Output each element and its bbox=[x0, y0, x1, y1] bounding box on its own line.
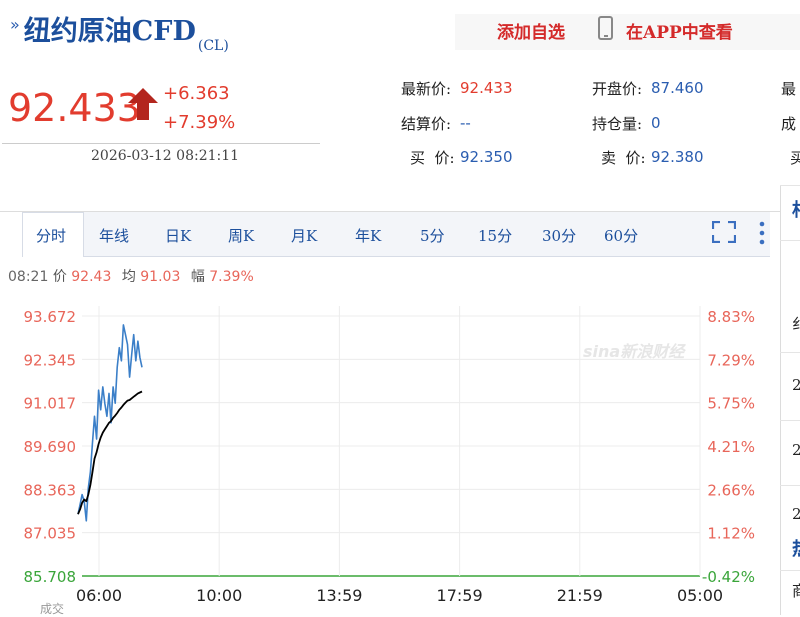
side-divider bbox=[780, 185, 800, 187]
y-tick-label-right: 4.21% bbox=[707, 438, 755, 456]
info-price-label: 价 bbox=[52, 269, 67, 285]
intraday-chart[interactable]: 93.672 8.83% 92.345 7.29% 91.017 5.75% 89.690 4… bbox=[0, 300, 780, 607]
price-change: +6.363 bbox=[163, 83, 230, 104]
y-tick-label-right: 2.66% bbox=[707, 481, 755, 499]
side-panel-item[interactable]: 2 bbox=[792, 441, 800, 459]
x-tick-label: 17:59 bbox=[437, 586, 483, 605]
bottom-cut-text: 成交 bbox=[40, 602, 65, 616]
y-tick-label-left: 89.690 bbox=[24, 438, 77, 456]
tab-15min[interactable]: 15分 bbox=[478, 227, 513, 245]
settle-price-value: -- bbox=[460, 114, 471, 132]
active-tab-highlight bbox=[22, 212, 84, 257]
bid-value: 92.350 bbox=[460, 148, 513, 166]
crosshair-info: 08:21 价 92.43 均 91.03 幅 7.39% bbox=[8, 266, 260, 286]
side-panel-item[interactable]: 2 bbox=[792, 505, 800, 523]
y-tick-label-left: 91.017 bbox=[24, 395, 77, 413]
bid-label: 买 价: bbox=[410, 149, 455, 167]
y-tick-label-right: 7.29% bbox=[707, 351, 755, 369]
high-price-label: 最 bbox=[781, 80, 797, 98]
side-panel-heading: 相 bbox=[792, 196, 800, 222]
tab-30min[interactable]: 30分 bbox=[542, 227, 577, 245]
ask-label: 卖 价: bbox=[601, 149, 646, 167]
fullscreen-icon[interactable] bbox=[712, 221, 736, 243]
side-divider bbox=[780, 240, 800, 242]
y-tick-label-left: 87.035 bbox=[24, 525, 77, 543]
arrow-up-icon bbox=[128, 88, 158, 120]
tab-yearly-k[interactable]: 年K bbox=[355, 227, 382, 245]
side-divider bbox=[780, 420, 800, 422]
instrument-title: » 纽约原油CFD (CL) bbox=[10, 8, 229, 54]
price-change-percent: +7.39% bbox=[163, 112, 236, 133]
tab-60min[interactable]: 60分 bbox=[604, 227, 639, 245]
bid-volume-label: 买 bbox=[790, 149, 800, 167]
x-tick-label: 05:00 bbox=[677, 586, 723, 605]
open-price-value: 87.460 bbox=[651, 79, 704, 97]
side-panel-heading: 热 bbox=[792, 535, 800, 561]
latest-price-value: 92.433 bbox=[460, 79, 513, 97]
side-panel-item[interactable]: 商 bbox=[792, 582, 800, 600]
tab-monthly-k[interactable]: 月K bbox=[291, 227, 318, 245]
open-interest-value: 0 bbox=[651, 114, 661, 132]
watermark-logo: sina新浪财经 bbox=[583, 342, 686, 361]
action-bar bbox=[455, 14, 800, 50]
side-divider bbox=[780, 570, 800, 572]
x-tick-label: 10:00 bbox=[196, 586, 242, 605]
side-divider bbox=[780, 352, 800, 354]
info-time: 08:21 bbox=[8, 269, 49, 285]
tab-weekly-k[interactable]: 周K bbox=[228, 227, 255, 245]
side-panel-item[interactable]: 2 bbox=[792, 376, 800, 394]
more-options-icon[interactable] bbox=[757, 220, 767, 246]
average-series-line bbox=[77, 390, 143, 515]
open-interest-label: 持仓量: bbox=[592, 115, 643, 133]
ask-value: 92.380 bbox=[651, 148, 704, 166]
phone-icon[interactable] bbox=[598, 16, 613, 40]
info-price-value: 92.43 bbox=[71, 269, 112, 285]
last-price: 92.433 bbox=[8, 86, 141, 130]
y-tick-label-left: 93.672 bbox=[24, 308, 77, 326]
latest-price-label: 最新价: bbox=[401, 80, 452, 98]
info-amp-label: 幅 bbox=[190, 269, 205, 285]
price-series-line bbox=[77, 324, 143, 522]
chart-panel bbox=[0, 211, 780, 612]
open-in-app-link[interactable]: 在APP中查看 bbox=[626, 23, 733, 43]
double-chevron-icon: » bbox=[10, 15, 20, 34]
tab-5min[interactable]: 5分 bbox=[420, 227, 445, 245]
open-price-label: 开盘价: bbox=[592, 80, 643, 98]
instrument-name: 纽约原油CFD bbox=[23, 16, 196, 47]
y-tick-label-right: 1.12% bbox=[707, 525, 755, 543]
period-tab-bar bbox=[22, 212, 770, 257]
add-to-watchlist-button[interactable]: 添加自选 bbox=[497, 23, 565, 43]
info-avg-label: 均 bbox=[121, 269, 136, 285]
y-tick-label-right: 5.75% bbox=[707, 395, 755, 413]
y-tick-label-left: 88.363 bbox=[24, 481, 77, 499]
x-tick-label: 06:00 bbox=[76, 586, 122, 605]
side-divider bbox=[780, 485, 800, 487]
settle-price-label: 结算价: bbox=[401, 115, 452, 133]
y-tick-label-left: 85.708 bbox=[24, 568, 77, 586]
quote-timestamp: 2026-03-12 08:21:11 bbox=[91, 148, 240, 164]
y-tick-label-left: 92.345 bbox=[24, 351, 77, 369]
info-amp-value: 7.39% bbox=[209, 269, 254, 285]
y-tick-label-right: 8.83% bbox=[707, 308, 755, 326]
y-tick-label-right: -0.42% bbox=[702, 568, 755, 586]
side-panel bbox=[780, 185, 800, 615]
divider bbox=[2, 143, 320, 144]
tab-year-line[interactable]: 年线 bbox=[99, 227, 130, 245]
x-tick-label: 21:59 bbox=[557, 586, 603, 605]
volume-label: 成 bbox=[781, 115, 797, 133]
tab-intraday[interactable]: 分时 bbox=[36, 227, 67, 245]
info-avg-value: 91.03 bbox=[140, 269, 181, 285]
instrument-code: (CL) bbox=[197, 38, 229, 54]
side-panel-item[interactable]: 纟 bbox=[792, 315, 800, 333]
x-tick-label: 13:59 bbox=[316, 586, 362, 605]
tab-daily-k[interactable]: 日K bbox=[165, 227, 192, 245]
